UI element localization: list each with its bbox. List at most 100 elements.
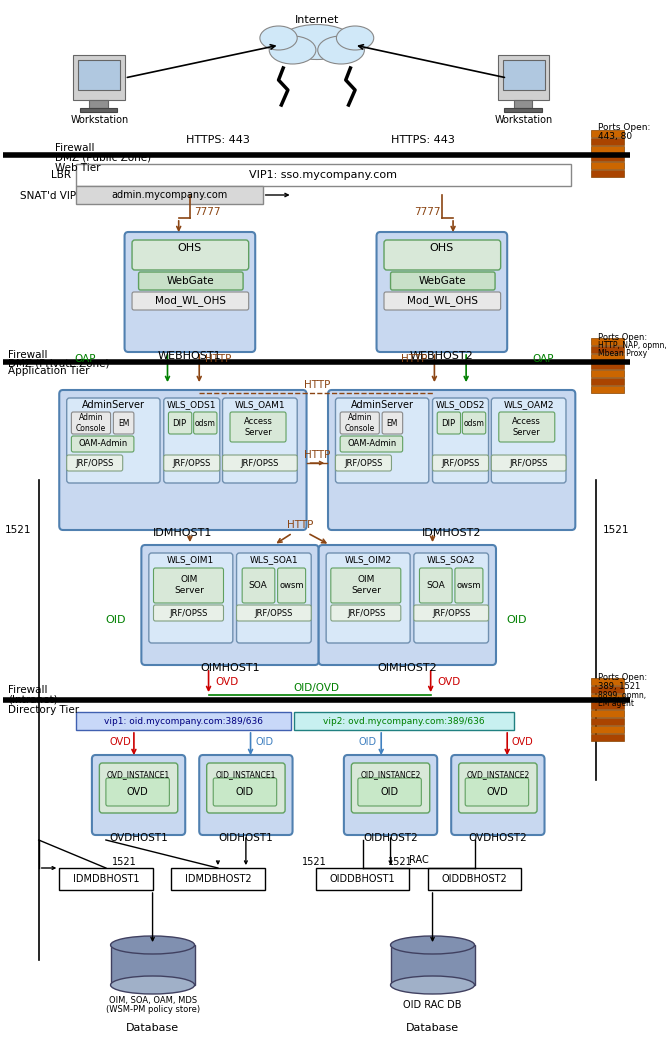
FancyBboxPatch shape bbox=[213, 778, 277, 805]
Text: OHS: OHS bbox=[178, 243, 202, 253]
FancyBboxPatch shape bbox=[169, 412, 192, 434]
FancyBboxPatch shape bbox=[153, 568, 224, 603]
FancyBboxPatch shape bbox=[153, 605, 224, 621]
Text: HTTP: HTTP bbox=[304, 450, 330, 460]
FancyBboxPatch shape bbox=[222, 455, 297, 471]
Text: WLS_OIM1: WLS_OIM1 bbox=[167, 555, 214, 565]
FancyBboxPatch shape bbox=[491, 398, 566, 483]
FancyBboxPatch shape bbox=[294, 712, 513, 730]
Text: 1521: 1521 bbox=[112, 857, 137, 867]
FancyBboxPatch shape bbox=[591, 702, 624, 709]
Text: Access
Server: Access Server bbox=[243, 417, 272, 437]
Text: OID: OID bbox=[236, 787, 254, 797]
FancyBboxPatch shape bbox=[419, 568, 452, 603]
FancyBboxPatch shape bbox=[67, 455, 123, 471]
Text: WebGate: WebGate bbox=[419, 276, 466, 286]
Text: VIP1: sso.mycompany.com: VIP1: sso.mycompany.com bbox=[249, 170, 397, 180]
Text: WLS_ODS1: WLS_ODS1 bbox=[167, 401, 216, 410]
FancyBboxPatch shape bbox=[138, 272, 243, 290]
FancyBboxPatch shape bbox=[459, 763, 537, 813]
Text: OIDHOST2: OIDHOST2 bbox=[363, 834, 418, 843]
Text: Application Tier: Application Tier bbox=[8, 366, 89, 376]
Text: HTTP: HTTP bbox=[304, 380, 330, 390]
FancyBboxPatch shape bbox=[194, 412, 217, 434]
Text: Admin
Console: Admin Console bbox=[76, 413, 106, 433]
Ellipse shape bbox=[280, 25, 354, 59]
Text: WLS_SOA2: WLS_SOA2 bbox=[427, 555, 476, 565]
Text: 8899, opmn,: 8899, opmn, bbox=[597, 690, 646, 700]
FancyBboxPatch shape bbox=[80, 108, 117, 112]
Text: owsm: owsm bbox=[280, 580, 304, 590]
FancyBboxPatch shape bbox=[513, 100, 532, 108]
Text: JRF/OPSS: JRF/OPSS bbox=[509, 459, 548, 467]
FancyBboxPatch shape bbox=[591, 378, 624, 385]
FancyBboxPatch shape bbox=[230, 412, 286, 442]
Text: OVD: OVD bbox=[127, 787, 149, 797]
FancyBboxPatch shape bbox=[491, 455, 566, 471]
FancyBboxPatch shape bbox=[316, 868, 409, 890]
Text: IDMHOST2: IDMHOST2 bbox=[421, 528, 481, 538]
FancyBboxPatch shape bbox=[462, 412, 486, 434]
Text: Workstation: Workstation bbox=[71, 115, 128, 125]
Text: IDMDBHOST2: IDMDBHOST2 bbox=[185, 874, 251, 884]
FancyBboxPatch shape bbox=[111, 945, 195, 985]
Text: HTTPS: 443: HTTPS: 443 bbox=[391, 135, 455, 145]
Text: OVDHOST1: OVDHOST1 bbox=[109, 834, 168, 843]
FancyBboxPatch shape bbox=[149, 553, 233, 643]
Text: 1521: 1521 bbox=[388, 857, 412, 867]
FancyBboxPatch shape bbox=[390, 272, 495, 290]
Text: OID: OID bbox=[380, 787, 398, 797]
FancyBboxPatch shape bbox=[141, 545, 319, 665]
Text: JRF/OPSS: JRF/OPSS bbox=[344, 459, 382, 467]
FancyBboxPatch shape bbox=[591, 170, 624, 177]
Text: JRF/OPSS: JRF/OPSS bbox=[347, 608, 386, 618]
FancyBboxPatch shape bbox=[76, 186, 263, 204]
Text: LBR: LBR bbox=[51, 170, 71, 180]
FancyBboxPatch shape bbox=[591, 154, 624, 161]
Text: WEBHOST2: WEBHOST2 bbox=[410, 351, 474, 361]
Text: OVD_INSTANCE2: OVD_INSTANCE2 bbox=[466, 770, 530, 780]
FancyBboxPatch shape bbox=[132, 292, 249, 310]
Text: OVD: OVD bbox=[437, 677, 461, 687]
Text: Workstation: Workstation bbox=[495, 115, 553, 125]
FancyBboxPatch shape bbox=[591, 354, 624, 361]
FancyBboxPatch shape bbox=[358, 778, 421, 805]
Text: 7777: 7777 bbox=[414, 207, 440, 217]
FancyBboxPatch shape bbox=[591, 718, 624, 725]
Text: JRF/OPSS: JRF/OPSS bbox=[75, 459, 114, 467]
Text: HTTP: HTTP bbox=[205, 354, 231, 364]
Text: WLS_OAM1: WLS_OAM1 bbox=[235, 401, 285, 410]
Text: OAP: OAP bbox=[75, 354, 96, 364]
Text: OIMHOST1: OIMHOST1 bbox=[200, 663, 260, 673]
FancyBboxPatch shape bbox=[331, 568, 401, 603]
Text: HTTPS: 443: HTTPS: 443 bbox=[186, 135, 250, 145]
FancyBboxPatch shape bbox=[78, 60, 120, 90]
Text: IDMDBHOST1: IDMDBHOST1 bbox=[73, 874, 139, 884]
Text: EM: EM bbox=[386, 418, 398, 428]
FancyBboxPatch shape bbox=[351, 763, 429, 813]
Ellipse shape bbox=[260, 26, 297, 50]
FancyBboxPatch shape bbox=[335, 455, 392, 471]
Text: Database: Database bbox=[126, 1023, 179, 1033]
Text: SOA: SOA bbox=[426, 580, 445, 590]
Text: JRF/OPSS: JRF/OPSS bbox=[173, 459, 211, 467]
Text: 389, 1521: 389, 1521 bbox=[597, 682, 640, 690]
FancyBboxPatch shape bbox=[335, 398, 429, 483]
FancyBboxPatch shape bbox=[591, 386, 624, 393]
Text: Internet: Internet bbox=[294, 15, 339, 25]
Text: OID_INSTANCE1: OID_INSTANCE1 bbox=[216, 770, 276, 780]
Text: OIDDBHOST2: OIDDBHOST2 bbox=[442, 874, 507, 884]
FancyBboxPatch shape bbox=[591, 686, 624, 693]
FancyBboxPatch shape bbox=[455, 568, 483, 603]
Text: JRF/OPSS: JRF/OPSS bbox=[255, 608, 293, 618]
Text: admin.mycompany.com: admin.mycompany.com bbox=[112, 190, 228, 200]
Ellipse shape bbox=[390, 936, 474, 954]
FancyBboxPatch shape bbox=[76, 712, 291, 730]
FancyBboxPatch shape bbox=[331, 605, 401, 621]
FancyBboxPatch shape bbox=[591, 678, 624, 685]
FancyBboxPatch shape bbox=[114, 412, 134, 434]
FancyBboxPatch shape bbox=[164, 398, 220, 483]
Text: HTTP: HTTP bbox=[287, 520, 313, 530]
Text: OID: OID bbox=[358, 737, 376, 747]
Text: DIP: DIP bbox=[173, 418, 187, 428]
